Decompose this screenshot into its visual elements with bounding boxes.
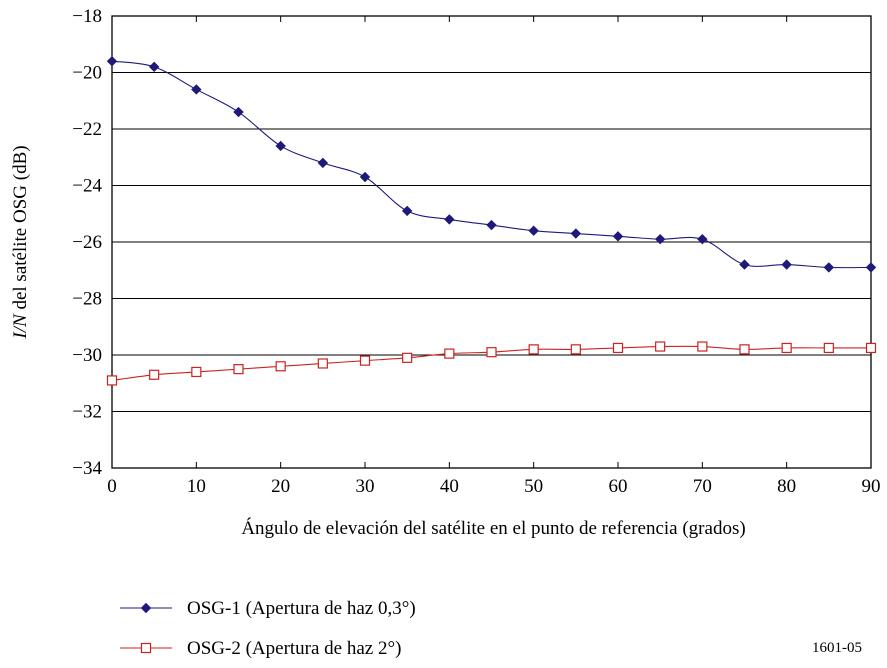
y-tick-label: −34: [72, 458, 102, 479]
legend-label: OSG-1 (Apertura de haz 0,3°): [187, 598, 416, 619]
data-point: [612, 342, 624, 354]
x-tick-label: 10: [187, 476, 206, 497]
data-point: [402, 352, 413, 363]
legend: OSG-1 (Apertura de haz 0,3°) OSG-2 (Apert…: [120, 598, 416, 659]
data-point: [233, 364, 244, 375]
data-point: [191, 366, 202, 378]
data-point: [865, 262, 877, 273]
x-tick-label: 50: [524, 476, 543, 497]
data-point: [106, 55, 118, 67]
data-point: [612, 231, 624, 242]
data-point: [739, 259, 750, 270]
data-point: [149, 369, 160, 380]
x-tick-label: 20: [271, 476, 290, 497]
data-point: [486, 219, 497, 231]
data-point: [528, 344, 539, 355]
y-tick-label: −28: [72, 289, 102, 310]
data-point: [781, 259, 792, 270]
legend-marker: [140, 602, 152, 614]
legend-item-1: OSG-1 (Apertura de haz 0,3°): [120, 598, 416, 619]
y-axis: −18 −20 −22 −24 −26 −28 −30 −32 −34: [72, 6, 102, 479]
x-axis: 0 10 20 30 40 50 60 70 80 90: [107, 16, 881, 497]
data-point: [781, 342, 792, 354]
data-point: [528, 225, 539, 236]
data-point: [570, 228, 582, 239]
legend-item-2: OSG-2 (Apertura de haz 2°): [120, 638, 401, 659]
data-point: [401, 205, 413, 217]
data-point: [275, 361, 286, 372]
y-tick-label: −32: [72, 402, 102, 423]
data-point: [317, 157, 329, 169]
legend-label: OSG-2 (Apertura de haz 2°): [187, 638, 401, 659]
y-tick-label: −30: [72, 345, 102, 366]
data-point: [191, 84, 202, 95]
legend-marker: [140, 642, 152, 654]
data-point: [148, 61, 160, 73]
y-axis-label-rest: del satélite OSG (dB): [10, 145, 31, 314]
data-point: [823, 342, 834, 354]
y-axis-label: I/N del satélite OSG (dB): [10, 145, 31, 339]
x-tick-label: 70: [693, 476, 712, 497]
y-tick-label: −24: [72, 176, 102, 197]
y-axis-label-italic: I/N: [10, 313, 31, 340]
data-point: [865, 342, 877, 354]
series-layer: [106, 55, 877, 386]
y-tick-label: −22: [72, 119, 102, 140]
data-point: [444, 214, 455, 225]
data-point: [486, 347, 497, 358]
data-point: [275, 140, 286, 152]
data-point: [359, 171, 371, 183]
y-tick-label: −20: [72, 63, 102, 84]
x-tick-label: 90: [862, 476, 881, 497]
data-point: [570, 344, 581, 355]
data-point: [233, 106, 244, 118]
y-tick-label: −18: [72, 6, 102, 27]
data-point: [444, 348, 455, 359]
x-tick-label: 0: [107, 476, 117, 497]
x-tick-label: 80: [777, 476, 796, 497]
x-axis-label: Ángulo de elevación del satélite en el p…: [241, 517, 745, 539]
data-point: [823, 262, 835, 273]
x-tick-label: 60: [609, 476, 628, 497]
x-tick-label: 40: [440, 476, 459, 497]
x-tick-label: 30: [356, 476, 375, 497]
data-point: [697, 233, 708, 245]
series-1: [106, 55, 877, 273]
data-point: [317, 358, 328, 369]
data-point: [739, 344, 750, 355]
plot-frame: [111, 15, 872, 469]
data-point: [106, 375, 118, 386]
data-point: [697, 341, 708, 352]
data-point: [655, 341, 666, 352]
figure-id: 1601-05: [812, 640, 862, 656]
grid-lines: [112, 15, 871, 469]
data-point: [654, 233, 666, 245]
data-point: [359, 355, 371, 366]
series-2: [106, 341, 877, 386]
y-tick-label: −26: [72, 232, 102, 253]
series-line: [111, 60, 872, 269]
